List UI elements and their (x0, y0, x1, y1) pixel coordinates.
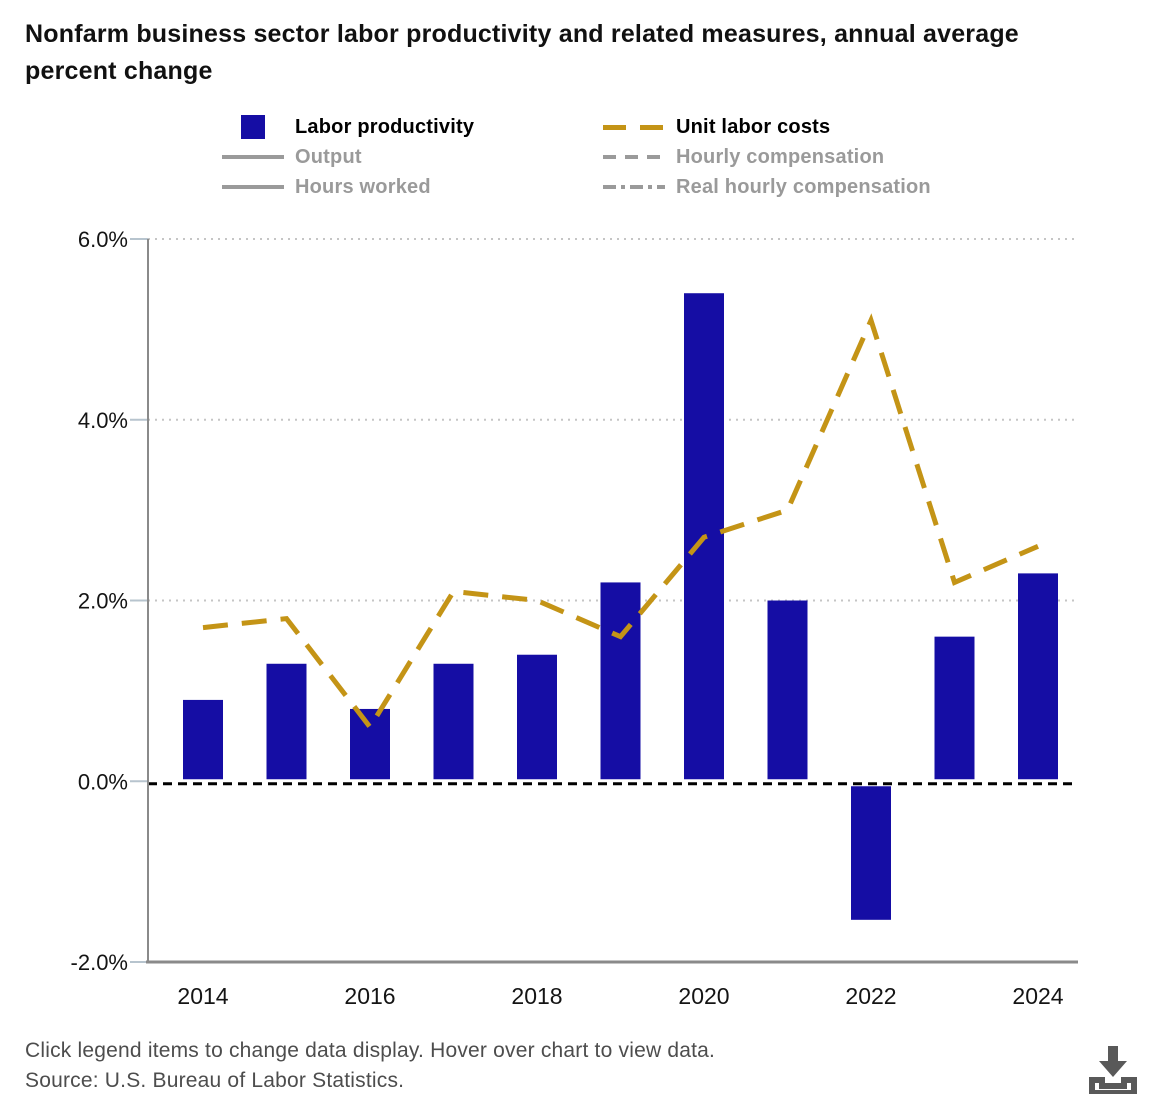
bar-2015[interactable] (266, 663, 307, 780)
x-tick-label-2020: 2020 (678, 983, 729, 1009)
legend-item-labor-productivity[interactable]: Labor productivity (222, 112, 474, 142)
x-tick-label-2016: 2016 (344, 983, 395, 1009)
x-tick-label-2022: 2022 (845, 983, 896, 1009)
x-tick-label-2014: 2014 (177, 983, 228, 1009)
legend-label-unit-labor-costs: Unit labor costs (676, 115, 831, 138)
download-button[interactable] (1088, 1042, 1138, 1094)
y-tick-label-4.0%: 4.0% (78, 408, 128, 433)
legend-label-output: Output (295, 145, 362, 168)
legend-item-output[interactable]: Output (222, 142, 474, 172)
y-tick-label--2.0%: -2.0% (71, 950, 128, 975)
legend-item-real-hourly-compensation[interactable]: Real hourly compensation (603, 172, 931, 202)
page-title: Nonfarm business sector labor productivi… (25, 20, 1019, 85)
hours-worked-line-swatch-icon (222, 175, 284, 199)
bar-2022[interactable] (851, 786, 891, 920)
output-line-swatch-icon (222, 145, 284, 169)
legend-label-real-hourly-compensation: Real hourly compensation (676, 175, 931, 198)
hourly-compensation-dash-swatch-icon (603, 145, 665, 169)
download-icon (1089, 1046, 1137, 1094)
legend-item-unit-labor-costs[interactable]: Unit labor costs (603, 112, 931, 142)
x-tick-label-2018: 2018 (511, 983, 562, 1009)
legend-column-1: Labor productivity Output Hours worked (222, 112, 474, 202)
labor-productivity-swatch-icon (222, 115, 284, 139)
legend-column-2: Unit labor costs Hourly compensation Rea… (603, 112, 931, 202)
chart-footer: Click legend items to change data displa… (25, 1036, 715, 1096)
y-tick-label-0.0%: 0.0% (78, 769, 128, 794)
bar-2014[interactable] (183, 699, 223, 780)
legend-label-hourly-compensation: Hourly compensation (676, 145, 885, 168)
bar-2018[interactable] (517, 654, 557, 780)
legend-label-labor-productivity: Labor productivity (295, 115, 475, 138)
unit-labor-costs-dash-swatch-icon (603, 115, 665, 139)
x-tick-label-2024: 2024 (1012, 983, 1063, 1009)
y-tick-label-6.0%: 6.0% (78, 227, 128, 252)
legend-label-hours-worked: Hours worked (295, 175, 431, 198)
bar-2024[interactable] (1018, 573, 1058, 780)
footer-source: Source: U.S. Bureau of Labor Statistics. (25, 1069, 405, 1092)
legend-item-hourly-compensation[interactable]: Hourly compensation (603, 142, 931, 172)
bar-2021[interactable] (767, 600, 808, 780)
unit-labor-costs-line[interactable] (202, 313, 1039, 732)
y-tick-label-2.0%: 2.0% (78, 589, 128, 614)
bar-2023[interactable] (934, 636, 975, 780)
footer-note: Click legend items to change data displa… (25, 1039, 716, 1062)
bar-2019[interactable] (600, 582, 641, 780)
legend-item-hours-worked[interactable]: Hours worked (222, 172, 474, 202)
bar-2017[interactable] (433, 663, 474, 780)
bar-2016[interactable] (350, 708, 390, 780)
real-hourly-compensation-dashdot-swatch-icon (603, 175, 665, 199)
